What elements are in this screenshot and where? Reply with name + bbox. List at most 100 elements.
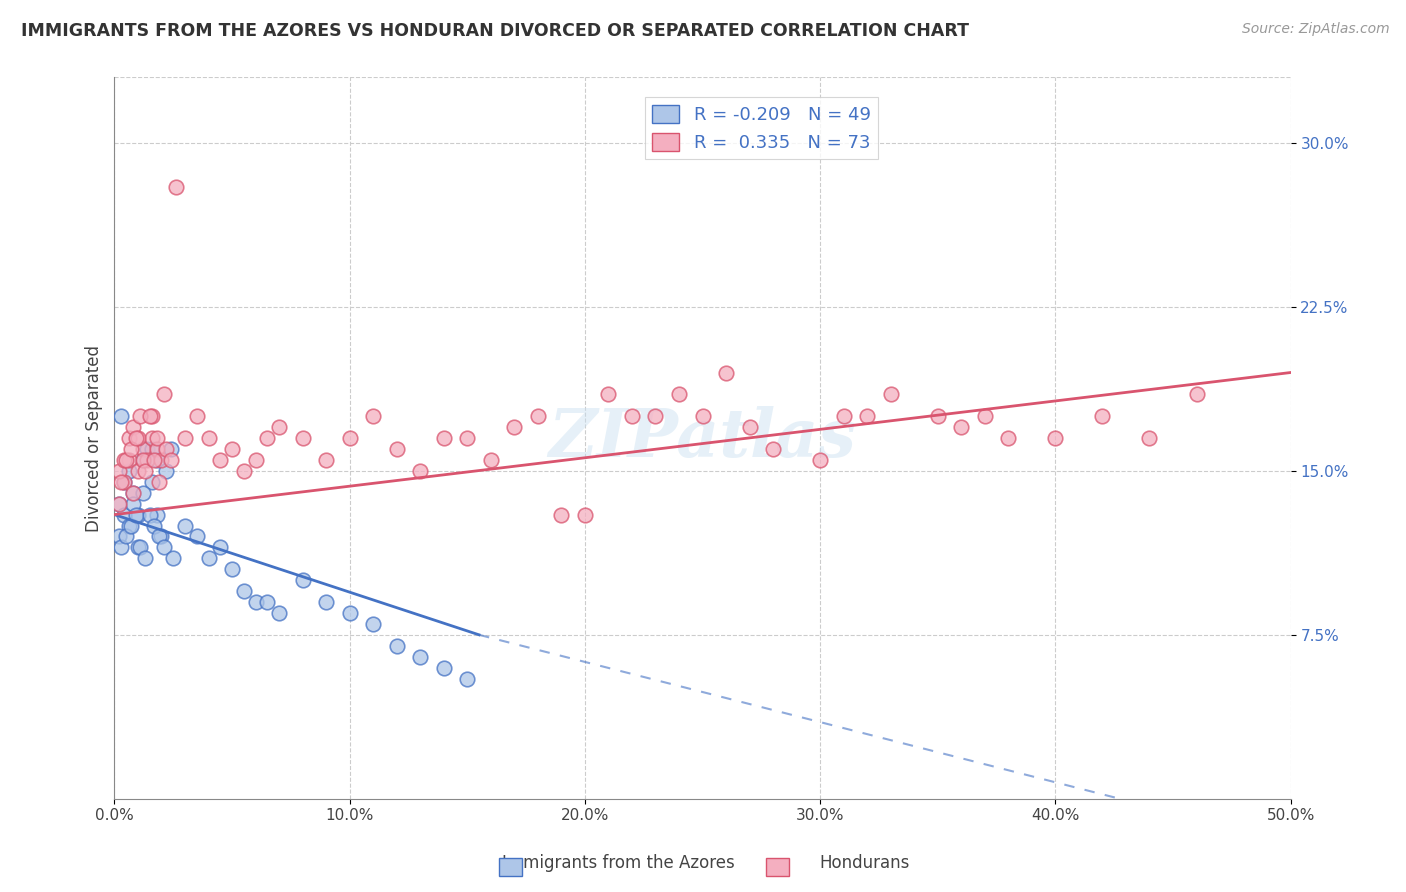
Point bbox=[110, 409, 132, 424]
Point bbox=[122, 485, 145, 500]
Point bbox=[160, 453, 183, 467]
Point bbox=[762, 442, 785, 456]
Point bbox=[117, 431, 139, 445]
Text: Source: ZipAtlas.com: Source: ZipAtlas.com bbox=[1241, 22, 1389, 37]
Point bbox=[138, 508, 160, 522]
Point bbox=[153, 387, 176, 401]
Point bbox=[950, 420, 973, 434]
Point bbox=[160, 442, 183, 456]
Point bbox=[112, 475, 135, 489]
Point bbox=[832, 409, 855, 424]
Point bbox=[131, 453, 153, 467]
Point bbox=[385, 442, 408, 456]
Point bbox=[136, 442, 159, 456]
Point bbox=[245, 595, 267, 609]
Point bbox=[409, 464, 432, 478]
Point bbox=[148, 529, 170, 543]
Point bbox=[108, 464, 131, 478]
Point bbox=[174, 431, 197, 445]
Point bbox=[131, 485, 153, 500]
Point bbox=[108, 497, 131, 511]
Point bbox=[150, 453, 173, 467]
Point bbox=[120, 442, 142, 456]
Point bbox=[503, 420, 526, 434]
Point bbox=[339, 606, 361, 620]
Point bbox=[134, 551, 156, 566]
Point bbox=[186, 409, 208, 424]
Point bbox=[361, 409, 384, 424]
Point bbox=[291, 431, 314, 445]
Point bbox=[479, 453, 502, 467]
Point bbox=[692, 409, 714, 424]
Point bbox=[112, 475, 135, 489]
Point bbox=[256, 595, 278, 609]
Point bbox=[134, 464, 156, 478]
Point bbox=[315, 453, 337, 467]
Point bbox=[127, 541, 149, 555]
Point bbox=[1091, 409, 1114, 424]
Point bbox=[738, 420, 761, 434]
Point bbox=[267, 606, 290, 620]
Point bbox=[433, 660, 456, 674]
Point bbox=[155, 464, 177, 478]
Point bbox=[209, 453, 232, 467]
Text: ZIPatlas: ZIPatlas bbox=[548, 406, 856, 471]
Point bbox=[221, 442, 243, 456]
Text: Hondurans: Hondurans bbox=[820, 855, 910, 872]
Point bbox=[153, 541, 176, 555]
Point bbox=[165, 179, 187, 194]
Point bbox=[155, 442, 177, 456]
Point bbox=[232, 464, 254, 478]
Point bbox=[162, 551, 184, 566]
Point bbox=[127, 508, 149, 522]
Point bbox=[197, 551, 219, 566]
Point bbox=[122, 485, 145, 500]
Point bbox=[143, 518, 166, 533]
Point bbox=[973, 409, 995, 424]
Point bbox=[143, 453, 166, 467]
Point bbox=[110, 541, 132, 555]
Point bbox=[256, 431, 278, 445]
Point bbox=[714, 366, 737, 380]
Point bbox=[1045, 431, 1067, 445]
Point bbox=[291, 573, 314, 587]
Point bbox=[1139, 431, 1161, 445]
Point bbox=[129, 541, 152, 555]
Point bbox=[136, 453, 159, 467]
Point bbox=[574, 508, 596, 522]
Point bbox=[117, 453, 139, 467]
Point bbox=[361, 616, 384, 631]
Text: IMMIGRANTS FROM THE AZORES VS HONDURAN DIVORCED OR SEPARATED CORRELATION CHART: IMMIGRANTS FROM THE AZORES VS HONDURAN D… bbox=[21, 22, 969, 40]
Point bbox=[127, 464, 149, 478]
Point bbox=[108, 529, 131, 543]
Text: Immigrants from the Azores: Immigrants from the Azores bbox=[502, 855, 735, 872]
Point bbox=[110, 475, 132, 489]
Point bbox=[120, 518, 142, 533]
Point bbox=[145, 442, 167, 456]
Point bbox=[644, 409, 666, 424]
Point bbox=[197, 431, 219, 445]
Point bbox=[131, 442, 153, 456]
Point bbox=[115, 529, 138, 543]
Point bbox=[122, 497, 145, 511]
Point bbox=[186, 529, 208, 543]
Point bbox=[141, 409, 163, 424]
Point bbox=[115, 453, 138, 467]
Point bbox=[550, 508, 572, 522]
Legend: R = -0.209   N = 49, R =  0.335   N = 73: R = -0.209 N = 49, R = 0.335 N = 73 bbox=[645, 97, 877, 160]
Point bbox=[221, 562, 243, 576]
Point bbox=[112, 453, 135, 467]
Point bbox=[668, 387, 690, 401]
Point bbox=[141, 442, 163, 456]
Point bbox=[879, 387, 901, 401]
Point bbox=[856, 409, 879, 424]
Point bbox=[141, 475, 163, 489]
Point bbox=[598, 387, 620, 401]
Point bbox=[138, 409, 160, 424]
Point bbox=[456, 672, 478, 686]
Point bbox=[209, 541, 232, 555]
Point bbox=[108, 497, 131, 511]
Point bbox=[145, 508, 167, 522]
Point bbox=[315, 595, 337, 609]
Point bbox=[232, 584, 254, 599]
